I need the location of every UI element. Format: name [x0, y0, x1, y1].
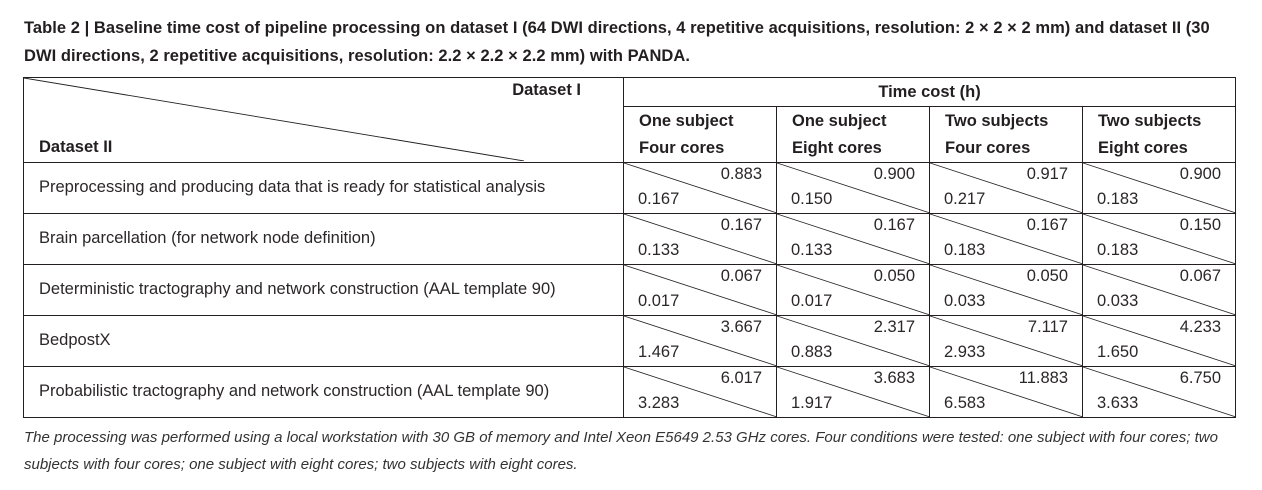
- dataset-ii-value: 1.917: [791, 394, 833, 412]
- split-cell: 6.017 3.283: [623, 366, 777, 418]
- split-cell: 4.233 1.650: [1081, 315, 1237, 367]
- dataset-i-value: 6.017: [720, 369, 762, 387]
- dataset-i-value: 0.167: [1026, 216, 1068, 234]
- column-header: One subject Eight cores: [776, 106, 930, 163]
- dataset-i-value: 0.067: [1179, 267, 1222, 285]
- time-cost-table: Dataset I Dataset II Time cost (h) One s…: [23, 77, 1237, 418]
- table-caption: Table 2 | Baseline time cost of pipeline…: [24, 19, 1210, 65]
- split-cell: 0.050 0.033: [929, 264, 1083, 316]
- dataset-i-value: 0.883: [720, 165, 762, 183]
- dataset-ii-value: 0.183: [1097, 190, 1139, 208]
- row-label: Probabilistic tractography and network c…: [23, 366, 624, 418]
- split-cell: 0.150 0.183: [1081, 213, 1237, 265]
- dataset-ii-value: 0.167: [638, 190, 680, 208]
- dataset-i-value: 2.317: [873, 318, 915, 336]
- column-header: One subject Four cores: [623, 106, 777, 163]
- split-cell: 0.167 0.133: [623, 213, 777, 265]
- dataset-ii-value: 0.133: [638, 241, 680, 259]
- dataset-i-value: 3.667: [720, 318, 762, 336]
- column-header: Two subjects Four cores: [929, 106, 1083, 163]
- dataset-i-value: 3.683: [873, 369, 915, 387]
- split-cell: 0.900 0.183: [1081, 162, 1237, 214]
- dataset-ii-value: 1.467: [638, 343, 680, 361]
- dataset-ii-value: 0.183: [944, 241, 986, 259]
- dataset-ii-label: Dataset II: [39, 138, 113, 156]
- dataset-ii-value: 0.033: [1097, 292, 1139, 310]
- split-cell: 11.883 6.583: [929, 366, 1083, 418]
- split-cell: 0.067 0.033: [1081, 264, 1237, 316]
- dataset-ii-value: 3.283: [638, 394, 680, 412]
- dataset-i-value: 11.883: [1018, 369, 1068, 387]
- dataset-ii-value: 0.183: [1097, 241, 1139, 259]
- dataset-i-value: 6.750: [1179, 369, 1222, 387]
- table-row: BedpostX 3.667 1.467 2.317 0.883 7.117 2.93…: [23, 315, 1237, 367]
- split-cell: 0.067 0.017: [623, 264, 777, 316]
- dataset-i-value: 0.917: [1026, 165, 1068, 183]
- split-cell: 0.900 0.150: [776, 162, 930, 214]
- dataset-ii-value: 1.650: [1097, 343, 1139, 361]
- split-cell: 3.667 1.467: [623, 315, 777, 367]
- split-cell: 3.683 1.917: [776, 366, 930, 418]
- dataset-i-value: 0.900: [1179, 165, 1222, 183]
- dataset-ii-value: 3.633: [1097, 394, 1139, 412]
- dataset-ii-value: 0.033: [944, 292, 986, 310]
- dataset-ii-value: 6.583: [944, 394, 986, 412]
- table-row: Brain parcellation (for network node def…: [23, 213, 1237, 265]
- table-row: Preprocessing and producing data that is…: [23, 162, 1237, 214]
- dataset-ii-value: 0.883: [791, 343, 833, 361]
- column-header: Two subjects Eight cores: [1081, 106, 1237, 163]
- dataset-ii-value: 2.933: [944, 343, 986, 361]
- split-cell: 0.167 0.133: [776, 213, 930, 265]
- dataset-i-value: 0.050: [873, 267, 915, 285]
- dataset-ii-value: 0.217: [944, 190, 986, 208]
- dataset-i-value: 0.150: [1179, 216, 1222, 234]
- split-cell: 0.883 0.167: [623, 162, 777, 214]
- table-row: Probabilistic tractography and network c…: [23, 366, 1237, 418]
- table-footnote: The processing was performed using a loc…: [24, 429, 1218, 473]
- dataset-i-value: 4.233: [1179, 318, 1222, 336]
- dataset-i-label: Dataset I: [512, 81, 581, 99]
- row-label: BedpostX: [23, 315, 624, 367]
- time-cost-header: Time cost (h): [622, 77, 1237, 107]
- split-cell: 0.917 0.217: [929, 162, 1083, 214]
- split-cell: 6.750 3.633: [1081, 366, 1237, 418]
- row-label: Deterministic tractography and network c…: [23, 264, 624, 316]
- dataset-i-value: 0.067: [720, 267, 762, 285]
- dataset-i-value: 0.167: [873, 216, 915, 234]
- dataset-ii-value: 0.017: [638, 292, 680, 310]
- dataset-i-value: 0.900: [873, 165, 915, 183]
- dataset-ii-value: 0.133: [791, 241, 833, 259]
- dataset-ii-value: 0.150: [791, 190, 833, 208]
- table-row: Deterministic tractography and network c…: [23, 264, 1237, 316]
- split-cell: 0.167 0.183: [929, 213, 1083, 265]
- dataset-ii-value: 0.017: [791, 292, 833, 310]
- row-label: Brain parcellation (for network node def…: [23, 213, 624, 265]
- row-label: Preprocessing and producing data that is…: [23, 162, 624, 214]
- split-cell: 7.117 2.933: [929, 315, 1083, 367]
- dataset-i-value: 0.050: [1026, 267, 1068, 285]
- split-cell: 2.317 0.883: [776, 315, 930, 367]
- header-diagonal-line: [24, 78, 525, 161]
- diagonal-header-cell: Dataset I Dataset II: [23, 77, 624, 163]
- split-cell: 0.050 0.017: [776, 264, 930, 316]
- dataset-i-value: 0.167: [720, 216, 762, 234]
- dataset-i-value: 7.117: [1027, 318, 1068, 336]
